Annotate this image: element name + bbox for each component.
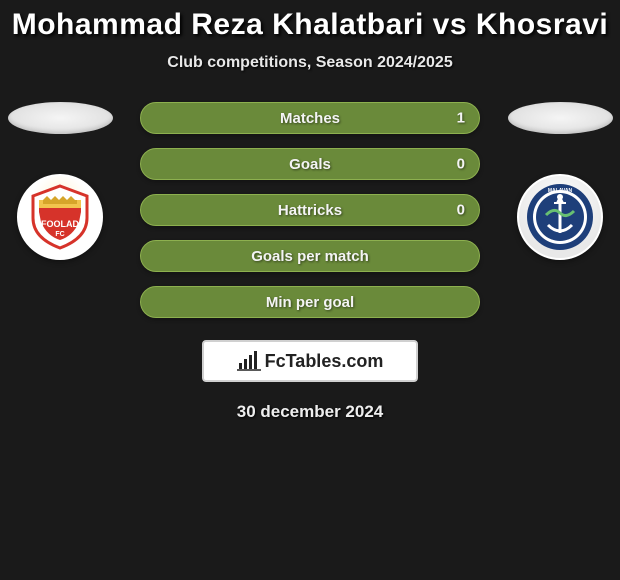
stat-value: 0 [457, 202, 465, 219]
stats-area: FOOLAD FC MALAVAN [0, 102, 620, 318]
stat-hattricks: Hattricks 0 [140, 194, 480, 226]
stat-pills: Matches 1 Goals 0 Hattricks 0 Goals per … [140, 102, 480, 318]
stat-matches: Matches 1 [140, 102, 480, 134]
stat-label: Goals [289, 156, 331, 173]
page-title: Mohammad Reza Khalatbari vs Khosravi [0, 8, 620, 42]
svg-text:FC: FC [55, 231, 64, 238]
brand-box[interactable]: FcTables.com [202, 340, 418, 382]
right-club-logo: MALAVAN [517, 174, 603, 260]
right-player-column: MALAVAN [500, 102, 620, 260]
malavan-badge-icon: MALAVAN [524, 181, 596, 253]
left-player-ellipse [8, 102, 113, 134]
bar-chart-icon [237, 351, 261, 371]
svg-text:MALAVAN: MALAVAN [548, 188, 573, 194]
left-club-logo: FOOLAD FC [17, 174, 103, 260]
foolad-shield-icon: FOOLAD FC [25, 182, 95, 252]
stat-label: Matches [280, 110, 340, 127]
svg-text:FOOLAD: FOOLAD [41, 219, 79, 229]
right-player-ellipse [508, 102, 613, 134]
stat-label: Goals per match [251, 248, 369, 265]
stat-value: 1 [457, 110, 465, 127]
stat-label: Min per goal [266, 294, 354, 311]
stat-value: 0 [457, 156, 465, 173]
stat-goals: Goals 0 [140, 148, 480, 180]
stat-goals-per-match: Goals per match [140, 240, 480, 272]
date-text: 30 december 2024 [0, 402, 620, 422]
stat-label: Hattricks [278, 202, 342, 219]
brand-text: FcTables.com [265, 351, 384, 372]
stat-min-per-goal: Min per goal [140, 286, 480, 318]
left-player-column: FOOLAD FC [0, 102, 120, 260]
subtitle: Club competitions, Season 2024/2025 [0, 54, 620, 72]
